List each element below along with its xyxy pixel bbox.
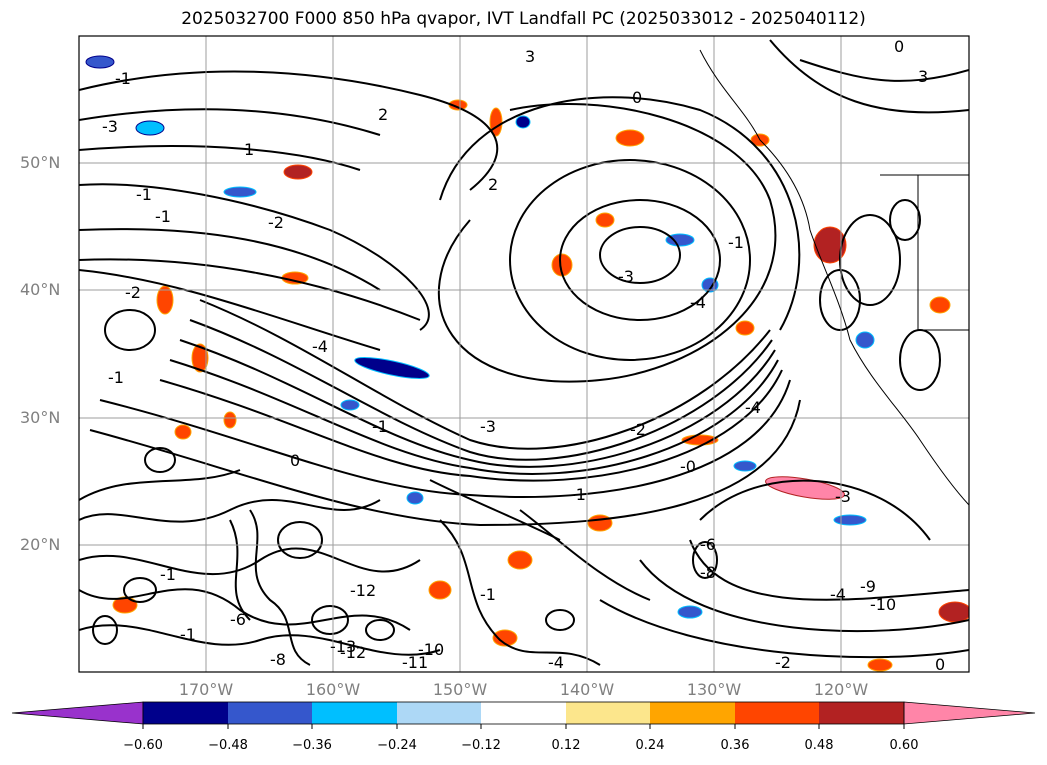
lat-label-20n: 20°N bbox=[20, 535, 61, 554]
colorbar bbox=[11, 701, 1036, 729]
map-plot-area bbox=[79, 36, 969, 672]
lat-lon-grid bbox=[79, 36, 969, 672]
contour-labels: -1 2 0 3 -3 1 -1 -2 -1 3 0 2 -1 -3 -4 -4… bbox=[102, 37, 945, 674]
lon-label-130w: 130°W bbox=[686, 680, 742, 699]
contour-label: -1 bbox=[160, 565, 176, 584]
coastline bbox=[699, 49, 969, 506]
contour-label: 0 bbox=[290, 451, 300, 470]
colorbar-tick: −0.36 bbox=[292, 738, 332, 753]
map-frame bbox=[78, 35, 970, 673]
contour-label: -3 bbox=[480, 417, 496, 436]
colorbar-bin bbox=[312, 702, 397, 724]
contour-label: 0 bbox=[632, 88, 642, 107]
ivt-contours bbox=[79, 39, 969, 666]
colorbar-bin bbox=[566, 702, 650, 724]
contour-label: -8 bbox=[270, 650, 286, 669]
colorbar-bin bbox=[228, 702, 312, 724]
contour-label: -3 bbox=[618, 267, 634, 286]
contour-label: -1 bbox=[108, 368, 124, 387]
map-title: 2025032700 F000 850 hPa qvapor, IVT Land… bbox=[181, 9, 866, 29]
contour-label: -9 bbox=[860, 577, 876, 596]
lon-label-150w: 150°W bbox=[432, 680, 488, 699]
contour-label: 2 bbox=[378, 105, 388, 124]
colorbar-tick: −0.60 bbox=[123, 738, 163, 753]
contour-label: -1 bbox=[115, 69, 131, 88]
contour-label: -6 bbox=[230, 610, 246, 629]
colorbar-bin bbox=[819, 702, 904, 724]
colorbar-bin bbox=[735, 702, 819, 724]
colorbar-extend-high bbox=[903, 701, 1036, 725]
contour-label: -8 bbox=[700, 563, 716, 582]
contour-label: -10 bbox=[870, 595, 896, 614]
contour-label: 0 bbox=[894, 37, 904, 56]
lon-label-170w: 170°W bbox=[178, 680, 234, 699]
lon-label-120w: 120°W bbox=[813, 680, 869, 699]
contour-label: 0 bbox=[935, 655, 945, 674]
colorbar-tick: 0.24 bbox=[635, 738, 665, 753]
lat-label-30n: 30°N bbox=[20, 408, 61, 427]
colorbar-tick: 0.12 bbox=[551, 738, 581, 753]
contour-label: -2 bbox=[268, 213, 284, 232]
colorbar-tick: 0.36 bbox=[720, 738, 750, 753]
contour-label: -2 bbox=[125, 283, 141, 302]
contour-label: -4 bbox=[745, 398, 761, 417]
contour-label: -1 bbox=[728, 233, 744, 252]
contour-label: 3 bbox=[525, 47, 535, 66]
contour-label: -1 bbox=[372, 417, 388, 436]
colorbar-tick: 0.60 bbox=[889, 738, 919, 753]
contour-label: -1 bbox=[155, 207, 171, 226]
colorbar-tick: −0.12 bbox=[461, 738, 501, 753]
contour-label: -0 bbox=[680, 457, 696, 476]
contour-label: -2 bbox=[775, 653, 791, 672]
contour-label: -6 bbox=[700, 535, 716, 554]
lat-label-50n: 50°N bbox=[20, 153, 61, 172]
lat-label-40n: 40°N bbox=[20, 280, 61, 299]
contour-label: -13 bbox=[330, 637, 356, 656]
contour-label: -1 bbox=[136, 185, 152, 204]
colorbar-tick: −0.24 bbox=[377, 738, 417, 753]
contour-label: -1 bbox=[180, 625, 196, 644]
contour-label: -12 bbox=[350, 581, 376, 600]
lon-label-160w: 160°W bbox=[305, 680, 361, 699]
contour-label: -1 bbox=[570, 485, 586, 504]
contour-label: -12 bbox=[340, 643, 366, 662]
contour-label: -11 bbox=[402, 653, 428, 672]
colorbar-bin bbox=[397, 702, 481, 724]
colorbar-bin bbox=[650, 702, 735, 724]
contour-label: -4 bbox=[312, 337, 328, 356]
colorbar-bin bbox=[143, 702, 228, 724]
contour-label: 3 bbox=[918, 67, 928, 86]
contour-label: -4 bbox=[548, 653, 564, 672]
contour-label: -3 bbox=[102, 117, 118, 136]
contour-label: -4 bbox=[830, 585, 846, 604]
lon-label-140w: 140°W bbox=[559, 680, 615, 699]
contour-label: -10 bbox=[418, 640, 444, 659]
contour-label: -1 bbox=[480, 585, 496, 604]
state-borders bbox=[880, 174, 969, 331]
contour-label: -3 bbox=[835, 487, 851, 506]
colorbar-extend-low bbox=[11, 701, 144, 725]
contour-label: -2 bbox=[630, 420, 646, 439]
contour-label: 2 bbox=[488, 175, 498, 194]
colorbar-tick: 0.48 bbox=[804, 738, 834, 753]
colorbar-bin bbox=[481, 702, 566, 724]
colorbar-tick: −0.48 bbox=[208, 738, 248, 753]
contour-label: 1 bbox=[244, 140, 254, 159]
contour-label: -4 bbox=[690, 293, 706, 312]
